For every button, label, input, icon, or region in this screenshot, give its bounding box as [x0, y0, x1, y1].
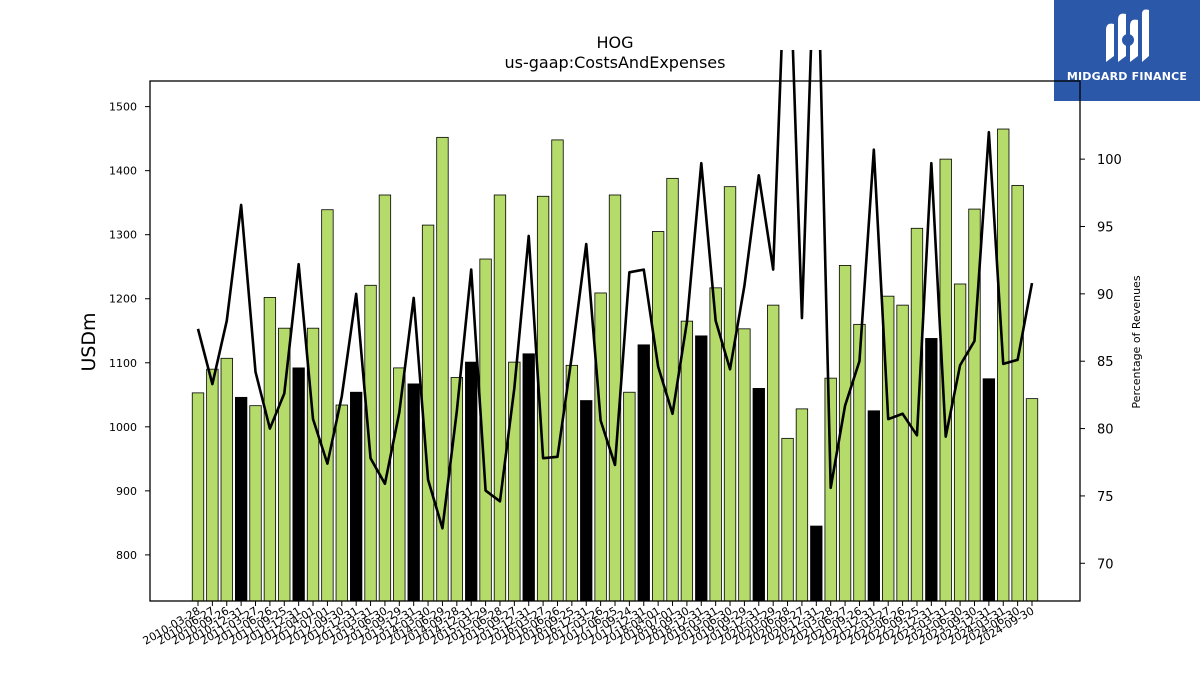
bar [896, 304, 909, 602]
y2-tick-label: 100 [1097, 153, 1122, 168]
midgard-finance-logo: MIDGARD FINANCE [1054, 0, 1200, 101]
bar [738, 328, 751, 602]
bar-group [191, 128, 1039, 602]
bar [220, 357, 233, 602]
bar [335, 404, 348, 602]
y2-axis-label: Percentage of Revenues [1130, 275, 1143, 408]
bar [407, 383, 420, 602]
bar [680, 320, 694, 602]
bar [364, 284, 377, 602]
chart-subtitle: us-gaap:CostsAndExpenses [505, 53, 726, 72]
bar [1025, 398, 1039, 602]
bar [493, 194, 507, 602]
bar [234, 396, 248, 602]
bar [206, 368, 219, 602]
bar [565, 364, 579, 602]
bar [350, 391, 363, 602]
line-group [196, 50, 1034, 530]
y-tick-label: 1000 [109, 421, 137, 434]
bar [695, 335, 708, 602]
bar [321, 209, 334, 602]
bar [522, 353, 535, 602]
line-series [196, 50, 1034, 530]
bar [953, 283, 967, 602]
bar [436, 136, 449, 602]
y2-tick-label: 80 [1097, 423, 1114, 438]
bar [1011, 184, 1024, 602]
y2-tick-label: 95 [1097, 220, 1114, 235]
bar [781, 437, 794, 602]
bar [651, 231, 665, 602]
bar [752, 387, 765, 602]
axes-group: 800 900 1000 1100 1200 1300 1400 1500 70 75 80 85 90… [109, 80, 1122, 648]
y2-tick-label: 85 [1097, 355, 1114, 370]
bar [465, 361, 478, 602]
bar [378, 194, 392, 602]
y-tick-label: 1200 [109, 293, 137, 306]
bar [925, 338, 938, 602]
bar [580, 400, 593, 602]
bar [263, 297, 277, 602]
logo-text: MIDGARD FINANCE [1066, 70, 1188, 83]
y2-tick-label: 75 [1097, 490, 1114, 505]
midgard-logo-mark-icon [1106, 9, 1149, 63]
bar [594, 292, 607, 602]
bar [767, 304, 780, 602]
bar [824, 377, 837, 602]
bar [810, 525, 823, 602]
y-tick-label: 1500 [109, 101, 137, 114]
bar [867, 410, 880, 602]
bar [623, 391, 636, 602]
y-tick-label: 900 [116, 485, 137, 498]
bar [853, 323, 866, 602]
bar [795, 408, 809, 602]
bar [191, 392, 205, 602]
bar [249, 405, 262, 602]
y-tick-label: 1100 [109, 357, 137, 370]
bar [723, 186, 737, 602]
y-tick-label: 800 [116, 549, 137, 562]
y-axis-label: USDm [78, 312, 100, 371]
bar [637, 344, 650, 602]
y2-tick-label: 90 [1097, 288, 1114, 303]
bar [982, 378, 996, 602]
chart-title: HOG [596, 33, 633, 52]
y2-tick-label: 70 [1097, 557, 1114, 572]
y-tick-label: 1400 [109, 165, 137, 178]
bar [292, 367, 305, 602]
bar [551, 139, 564, 602]
y-tick-label: 1300 [109, 229, 137, 242]
